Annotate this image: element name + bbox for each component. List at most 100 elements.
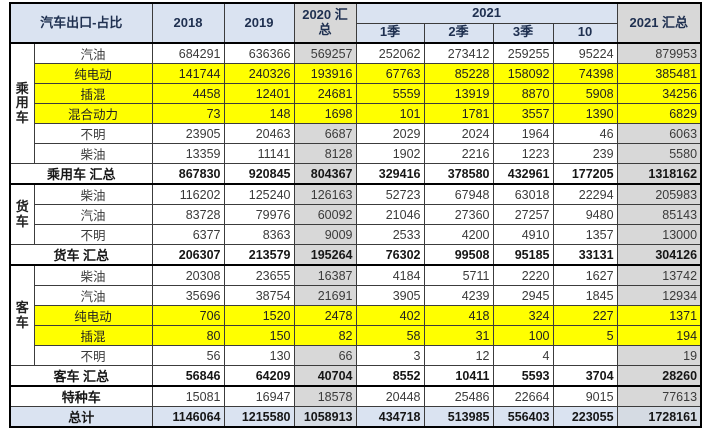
value-cell: 33131 bbox=[552, 244, 618, 266]
value-cell: 1146064 bbox=[151, 406, 225, 428]
value-cell: 76302 bbox=[355, 244, 425, 266]
value-cell: 2024 bbox=[423, 123, 494, 144]
row-label: 总计 bbox=[9, 406, 153, 428]
value-cell: 141744 bbox=[151, 63, 225, 84]
value-cell: 79976 bbox=[223, 204, 295, 225]
value-cell: 58 bbox=[355, 325, 425, 346]
value-cell: 569257 bbox=[293, 42, 357, 64]
table-row: 总计 1146064 1215580 1058913 434718 513985 55640… bbox=[9, 406, 702, 428]
value-cell: 74398 bbox=[552, 63, 618, 84]
value-cell: 27257 bbox=[492, 204, 554, 225]
value-cell: 1845 bbox=[552, 285, 618, 306]
value-cell: 27360 bbox=[423, 204, 494, 225]
vehicle-group-label: 乘用车 bbox=[9, 42, 35, 164]
value-cell: 126163 bbox=[293, 183, 357, 205]
value-cell: 195264 bbox=[293, 244, 357, 266]
value-cell: 4184 bbox=[355, 264, 425, 286]
value-cell: 2220 bbox=[492, 264, 554, 286]
value-cell: 8363 bbox=[223, 224, 295, 245]
col-header-2021-group: 2021 bbox=[355, 2, 618, 24]
value-cell: 1520 bbox=[223, 305, 295, 326]
value-cell: 67948 bbox=[423, 183, 494, 205]
value-cell: 13000 bbox=[616, 224, 702, 245]
value-cell: 4239 bbox=[423, 285, 494, 306]
value-cell: 385481 bbox=[616, 63, 702, 84]
value-cell: 3557 bbox=[492, 103, 554, 124]
value-cell: 920845 bbox=[223, 163, 295, 185]
value-cell: 6063 bbox=[616, 123, 702, 144]
value-cell: 95185 bbox=[492, 244, 554, 266]
table-body: 乘用车 汽油 684291 636366 569257 252062 273412 25925… bbox=[9, 42, 702, 428]
row-label: 汽油 bbox=[33, 42, 153, 64]
table-row: 汽油 35696 38754 21691 3905 4239 2945 1845 12934 bbox=[10, 285, 702, 306]
value-cell: 1390 bbox=[552, 103, 618, 124]
value-cell: 150 bbox=[223, 325, 295, 346]
value-cell: 56846 bbox=[151, 365, 225, 387]
value-cell: 5 bbox=[552, 325, 618, 346]
value-cell: 9015 bbox=[552, 385, 618, 407]
value-cell: 67763 bbox=[355, 63, 425, 84]
row-label: 不明 bbox=[33, 224, 153, 245]
value-cell: 46 bbox=[552, 123, 618, 144]
value-cell: 19 bbox=[616, 345, 702, 366]
col-header-2020-sum: 2020 汇总 bbox=[293, 2, 357, 44]
value-cell: 100 bbox=[492, 325, 554, 346]
value-cell: 378580 bbox=[423, 163, 494, 185]
value-cell: 73 bbox=[151, 103, 225, 124]
value-cell: 12 bbox=[423, 345, 494, 366]
row-label: 纯电动 bbox=[33, 305, 153, 326]
col-header-2018: 2018 bbox=[151, 2, 225, 44]
value-cell: 24681 bbox=[293, 83, 357, 104]
table-row: 乘用车 汇总 867830 920845 804367 329416 378580 4329… bbox=[9, 163, 702, 185]
value-cell: 252062 bbox=[355, 42, 425, 64]
value-cell: 432961 bbox=[492, 163, 554, 185]
col-header-q2: 2季 bbox=[423, 22, 494, 44]
value-cell: 1223 bbox=[492, 143, 554, 164]
value-cell: 35696 bbox=[151, 285, 225, 306]
table-row: 不明 6377 8363 9009 2533 4200 4910 1357 13000 bbox=[10, 224, 702, 245]
value-cell: 223055 bbox=[552, 406, 618, 428]
row-label: 纯电动 bbox=[33, 63, 153, 84]
row-label: 混合动力 bbox=[33, 103, 153, 124]
value-cell: 1728161 bbox=[616, 406, 702, 428]
table-row: 纯电动 141744 240326 193916 67763 85228 158092 743… bbox=[10, 63, 702, 84]
value-cell: 13919 bbox=[423, 83, 494, 104]
value-cell: 804367 bbox=[293, 163, 357, 185]
value-cell: 38754 bbox=[223, 285, 295, 306]
value-cell: 684291 bbox=[151, 42, 225, 64]
value-cell: 879953 bbox=[616, 42, 702, 64]
value-cell: 1698 bbox=[293, 103, 357, 124]
vehicle-group-label: 客车 bbox=[9, 264, 35, 366]
value-cell: 83728 bbox=[151, 204, 225, 225]
row-label: 货车 汇总 bbox=[9, 244, 153, 266]
col-header-q1: 1季 bbox=[355, 22, 425, 44]
col-header-2019: 2019 bbox=[223, 2, 295, 44]
table-row: 柴油 13359 11141 8128 1902 2216 1223 239 5580 bbox=[10, 143, 702, 164]
value-cell: 11141 bbox=[223, 143, 295, 164]
col-header-oct: 10 bbox=[552, 22, 618, 44]
value-cell: 158092 bbox=[492, 63, 554, 84]
value-cell: 324 bbox=[492, 305, 554, 326]
value-cell: 206307 bbox=[151, 244, 225, 266]
value-cell: 82 bbox=[293, 325, 357, 346]
value-cell: 99508 bbox=[423, 244, 494, 266]
value-cell: 56 bbox=[151, 345, 225, 366]
value-cell: 8128 bbox=[293, 143, 357, 164]
table-row: 货车 柴油 116202 125240 126163 52723 67948 63018 222… bbox=[9, 183, 702, 245]
value-cell: 12934 bbox=[616, 285, 702, 306]
header-row-1: 汽车出口-占比 2018 2019 2020 汇总 2021 2021 汇总 bbox=[9, 2, 702, 44]
table-row: 客车 柴油 20308 23655 16387 4184 5711 2220 1627 13742 bbox=[9, 264, 702, 366]
auto-export-table: 汽车出口-占比 2018 2019 2020 汇总 2021 2021 汇总 1… bbox=[9, 2, 703, 428]
table-row: 汽油 83728 79976 60092 21046 27360 27257 9480 8514… bbox=[10, 204, 702, 225]
value-cell: 18578 bbox=[293, 385, 357, 407]
value-cell: 5593 bbox=[492, 365, 554, 387]
value-cell: 6829 bbox=[616, 103, 702, 124]
value-cell: 6687 bbox=[293, 123, 357, 144]
value-cell: 2216 bbox=[423, 143, 494, 164]
value-cell: 101 bbox=[355, 103, 425, 124]
value-cell: 213579 bbox=[223, 244, 295, 266]
value-cell: 34256 bbox=[616, 83, 702, 104]
col-header-2021-sum: 2021 汇总 bbox=[616, 2, 702, 44]
row-label: 汽油 bbox=[33, 285, 153, 306]
